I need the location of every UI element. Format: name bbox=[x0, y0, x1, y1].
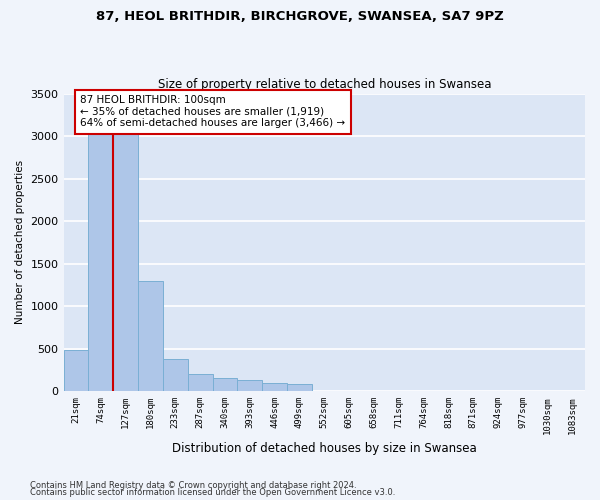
Bar bbox=[188, 374, 212, 391]
Y-axis label: Number of detached properties: Number of detached properties bbox=[15, 160, 25, 324]
Bar bbox=[88, 132, 113, 391]
Text: 87 HEOL BRITHDIR: 100sqm
← 35% of detached houses are smaller (1,919)
64% of sem: 87 HEOL BRITHDIR: 100sqm ← 35% of detach… bbox=[80, 96, 346, 128]
Text: Contains public sector information licensed under the Open Government Licence v3: Contains public sector information licen… bbox=[30, 488, 395, 497]
Text: 87, HEOL BRITHDIR, BIRCHGROVE, SWANSEA, SA7 9PZ: 87, HEOL BRITHDIR, BIRCHGROVE, SWANSEA, … bbox=[96, 10, 504, 23]
Bar bbox=[138, 282, 163, 391]
Text: Contains HM Land Registry data © Crown copyright and database right 2024.: Contains HM Land Registry data © Crown c… bbox=[30, 480, 356, 490]
Bar bbox=[113, 131, 138, 391]
X-axis label: Distribution of detached houses by size in Swansea: Distribution of detached houses by size … bbox=[172, 442, 476, 455]
Bar bbox=[238, 380, 262, 391]
Bar bbox=[212, 378, 238, 391]
Bar bbox=[64, 350, 88, 391]
Title: Size of property relative to detached houses in Swansea: Size of property relative to detached ho… bbox=[158, 78, 491, 91]
Bar bbox=[262, 383, 287, 391]
Bar bbox=[287, 384, 312, 391]
Bar bbox=[163, 359, 188, 391]
